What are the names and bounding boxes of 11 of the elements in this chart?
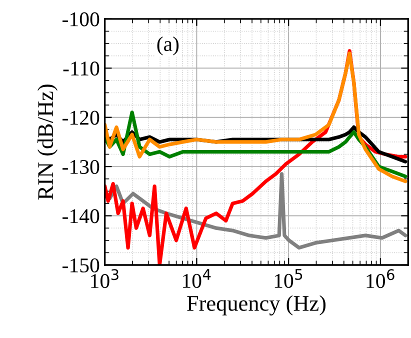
y-axis-title: RIN (dB/Hz) <box>37 84 58 200</box>
y-tick-label: -110 <box>63 62 100 76</box>
x-tick-label: 10$^{4}$ <box>183 269 211 288</box>
annotation: (a) <box>157 36 179 56</box>
y-tick-label: -140 <box>62 209 100 224</box>
y-tick-label: -130 <box>62 160 100 174</box>
x-axis-title: Frequency (Hz) <box>187 295 326 316</box>
x-tick-label: 10$^{5}$ <box>274 269 302 288</box>
x-tick-label: 10$^{6}$ <box>366 269 394 288</box>
y-tick-label: -100 <box>62 12 100 26</box>
y-tick-label: -120 <box>62 110 100 125</box>
